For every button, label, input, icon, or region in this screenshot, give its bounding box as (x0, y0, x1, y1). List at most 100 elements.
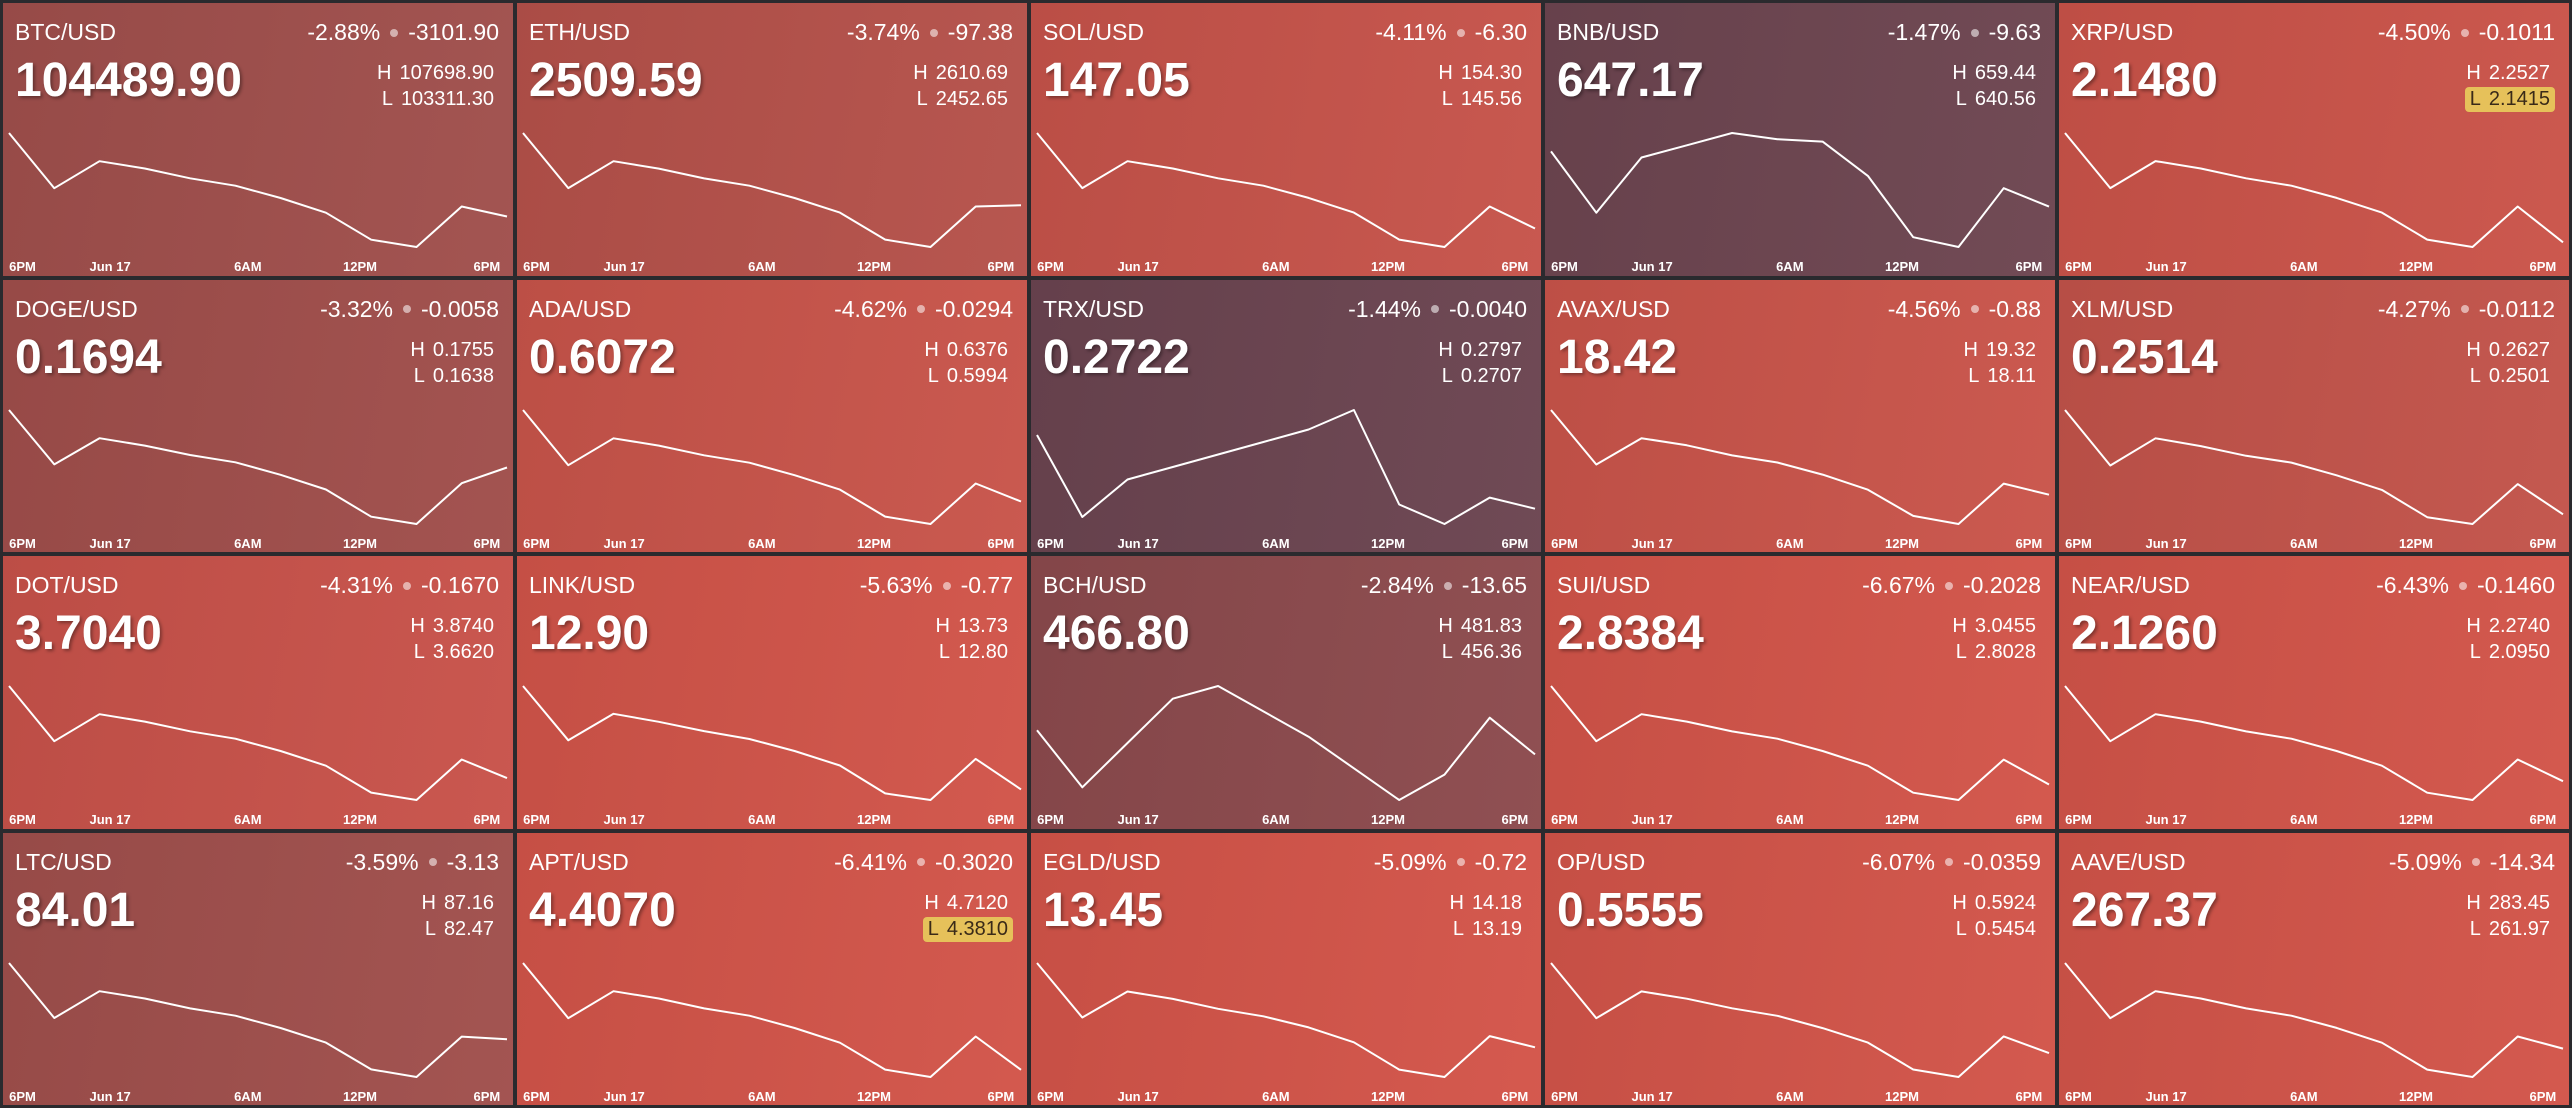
sparkline (522, 961, 1022, 1078)
change-percent: -5.09% (1373, 848, 1447, 875)
time-label: 6PM (1551, 1088, 1578, 1104)
change-percent: -4.11% (1375, 19, 1447, 45)
change-amount: -0.0294 (934, 295, 1013, 322)
time-label: 6PM (9, 812, 36, 827)
time-label: 12PM (1371, 1088, 1405, 1104)
ticker-tile[interactable]: BNB/USD -1.47% -9.63 647.17 H 659.44 L 640.56 6P… (1545, 3, 2055, 276)
time-label: 12PM (1371, 812, 1405, 827)
time-label: 6PM (987, 535, 1015, 551)
time-label: Jun 17 (89, 1088, 131, 1104)
ticker-tile[interactable]: TRX/USD -1.44% -0.0040 0.2722 H 0.2797 L 0.2707… (1031, 279, 1541, 552)
ticker-tile[interactable]: BCH/USD -2.84% -13.65 466.80 H 481.83 L 456.36 6… (1031, 556, 1541, 829)
pair-name: BTC/USD (15, 19, 116, 45)
time-label: 6PM (1501, 535, 1529, 551)
high-label: H (1438, 62, 1453, 84)
change-amount: -0.0058 (420, 295, 499, 322)
sparkline (522, 132, 1022, 248)
change-group: -4.56% -0.88 (1888, 296, 2041, 323)
separator-dot (402, 581, 411, 590)
low-row: L 2.1415 (2464, 87, 2555, 112)
time-label: Jun 17 (603, 1088, 645, 1104)
ticker-tile[interactable]: ETH/USD -3.74% -97.38 2509.59 H 2610.69 L 2452.… (517, 3, 1027, 276)
change-percent: -1.47% (1887, 19, 1961, 45)
ticker-tile[interactable]: XRP/USD -4.50% -0.1011 2.1480 H 2.2527 L 2.1415… (2059, 3, 2569, 276)
low-value: 0.5994 (946, 364, 1008, 387)
time-label: 6AM (1262, 259, 1290, 274)
high-label: H (1449, 891, 1464, 914)
high-value: 0.2797 (1460, 338, 1522, 361)
separator-dot (1944, 581, 1953, 590)
last-price: 12.90 (529, 607, 650, 660)
change-amount: -0.0040 (1448, 295, 1527, 322)
change-amount: -97.38 (947, 19, 1013, 45)
low-value: 82.47 (443, 917, 494, 940)
ticker-tile[interactable]: APT/USD -6.41% -0.3020 4.4070 H 4.7120 L 4.3810… (517, 832, 1027, 1105)
time-label: Jun 17 (89, 259, 131, 274)
last-price: 84.01 (15, 883, 136, 937)
high-row: H 87.16 (416, 891, 499, 916)
change-percent: -4.27% (2377, 295, 2451, 322)
separator-dot (428, 858, 437, 866)
change-group: -2.84% -13.65 (1361, 572, 1527, 599)
pair-name: XLM/USD (2071, 295, 2174, 322)
low-value: 0.1638 (432, 364, 494, 387)
ticker-tile[interactable]: SOL/USD -4.11% -6.30 147.05 H 154.30 L 145.56 6P… (1031, 3, 1541, 276)
high-row: H 2610.69 (908, 61, 1013, 86)
ticker-tile[interactable]: SUI/USD -6.67% -0.2028 2.8384 H 3.0455 L 2.8028… (1545, 556, 2055, 829)
pair-name: EGLD/USD (1043, 848, 1161, 875)
time-label: 6PM (2065, 812, 2092, 827)
ticker-tile[interactable]: AAVE/USD -5.09% -14.34 267.37 H 283.45 L 261.97… (2059, 832, 2569, 1105)
change-group: -5.63% -0.77 (860, 572, 1013, 599)
change-percent: -1.44% (1348, 295, 1421, 322)
high-label: H (2466, 62, 2481, 84)
ticker-tile[interactable]: XLM/USD -4.27% -0.0112 0.2514 H 0.2627 L 0.2501… (2059, 279, 2569, 552)
time-label: 6AM (1262, 812, 1290, 827)
high-value: 0.5924 (1974, 891, 2036, 914)
change-group: -6.41% -0.3020 (834, 849, 1013, 876)
high-row: H 481.83 (1433, 614, 1527, 639)
last-price: 2.1260 (2071, 607, 2218, 660)
low-label: L (1441, 88, 1453, 110)
change-percent: -2.84% (1360, 572, 1434, 598)
time-label: 6PM (473, 812, 501, 827)
separator-dot (1430, 305, 1439, 313)
ticker-tile[interactable]: LTC/USD -3.59% -3.13 84.01 H 87.16 L 82.47 6PM Ju… (3, 832, 513, 1105)
change-group: -3.59% -3.13 (346, 849, 499, 876)
high-row: H 0.2797 (1433, 338, 1527, 363)
high-label: H (1438, 615, 1453, 637)
time-label: 12PM (857, 535, 891, 551)
low-value: 2452.65 (935, 88, 1008, 110)
time-label: 6AM (2290, 812, 2318, 827)
high-row: H 0.6376 (919, 338, 1013, 363)
separator-dot (942, 581, 951, 590)
low-label: L (2469, 364, 2481, 387)
time-label: 6AM (1776, 259, 1804, 274)
high-row: H 107698.90 (372, 61, 499, 86)
change-amount: -0.2028 (1962, 572, 2041, 598)
high-label: H (2466, 891, 2481, 914)
ticker-tile[interactable]: EGLD/USD -5.09% -0.72 13.45 H 14.18 L 13.19 6PM J… (1031, 832, 1541, 1105)
sparkline (1036, 961, 1536, 1078)
price-line (2064, 961, 2564, 1078)
ticker-tile[interactable]: LINK/USD -5.63% -0.77 12.90 H 13.73 L 12.80 6PM J… (517, 556, 1027, 829)
time-label: 6PM (1037, 812, 1064, 827)
ticker-tile[interactable]: DOGE/USD -3.32% -0.0058 0.1694 H 0.1755 L 0.163… (3, 279, 513, 552)
ticker-tile[interactable]: AVAX/USD -4.56% -0.88 18.42 H 19.32 L 18.11 6PM J… (1545, 279, 2055, 552)
time-label: 6PM (987, 1088, 1015, 1104)
ticker-tile[interactable]: ADA/USD -4.62% -0.0294 0.6072 H 0.6376 L 0.5994… (517, 279, 1027, 552)
change-percent: -3.74% (846, 19, 920, 45)
change-percent: -4.31% (320, 572, 393, 598)
pair-name: APT/USD (529, 848, 629, 875)
time-label: 12PM (2399, 535, 2433, 551)
change-percent: -6.67% (1862, 572, 1935, 598)
low-row: L 0.5994 (923, 364, 1013, 389)
change-amount: -0.0359 (1962, 848, 2041, 875)
ticker-tile[interactable]: DOT/USD -4.31% -0.1670 3.7040 H 3.8740 L 3.6620… (3, 556, 513, 829)
low-row: L 103311.30 (377, 87, 499, 112)
ticker-tile[interactable]: NEAR/USD -6.43% -0.1460 2.1260 H 2.2740 L 2.095… (2059, 556, 2569, 829)
low-value: 640.56 (1974, 88, 2036, 110)
high-row: H 2.2527 (2461, 61, 2555, 86)
time-label: 6PM (1551, 812, 1578, 827)
ticker-tile[interactable]: BTC/USD -2.88% -3101.90 104489.90 H 107698.90… (3, 3, 513, 276)
ticker-tile[interactable]: OP/USD -6.07% -0.0359 0.5555 H 0.5924 L 0.5454 6… (1545, 832, 2055, 1105)
